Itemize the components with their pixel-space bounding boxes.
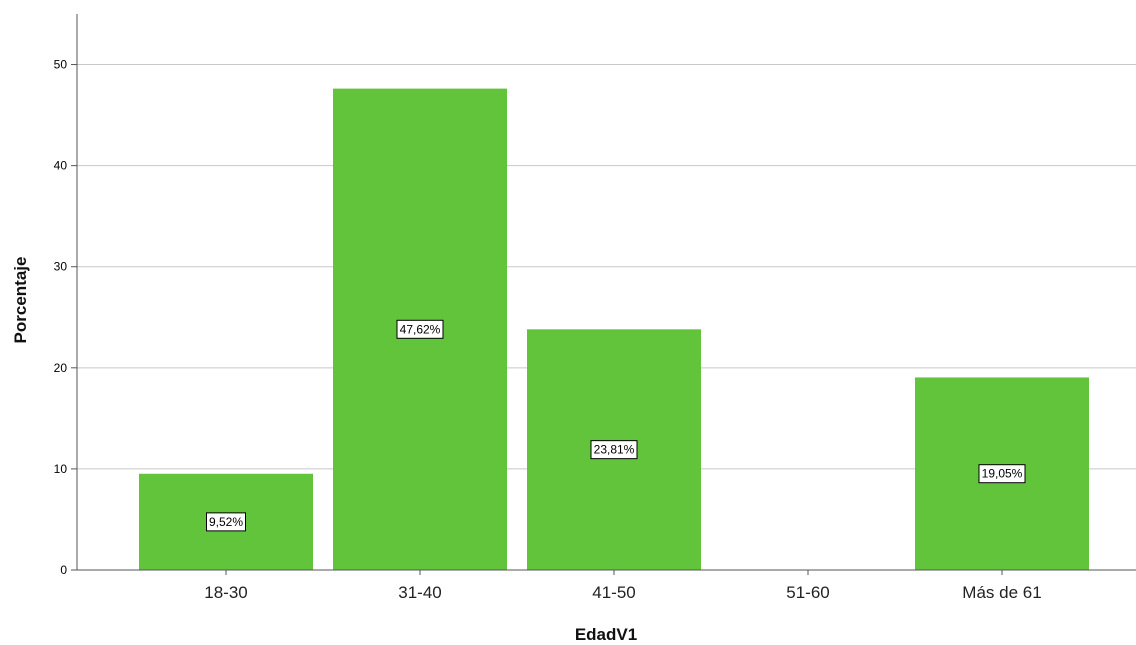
x-tick-label: 51-60 [786,583,829,602]
data-label-box [206,512,246,532]
y-axis-title: Porcentaje [11,257,30,344]
data-label-box [396,319,444,339]
x-tick-label: 18-30 [204,583,247,602]
x-tick-label: 31-40 [398,583,441,602]
data-label: 23,81% [594,443,635,457]
axes: 0 10 20 30 40 50 18-30 31-40 41-50 51-60 Más de 61 [54,14,1136,602]
y-tick-label: 40 [54,159,68,173]
x-tick-label: 41-50 [592,583,635,602]
data-label-box [978,464,1026,484]
data-label: 47,62% [400,322,441,336]
y-tick-label: 0 [60,563,67,577]
data-labels: 9,52% 47,62% 23,81% 19,05% [206,319,1026,532]
x-tick-label: Más de 61 [962,583,1041,602]
y-tick-label: 10 [54,462,68,476]
y-tick-label: 20 [54,361,68,375]
x-axis-title: EdadV1 [575,625,637,644]
y-tick-label: 30 [54,260,68,274]
data-label: 9,52% [209,515,243,529]
bars [139,88,1089,570]
data-label: 19,05% [982,467,1023,481]
data-label-box [590,440,638,460]
y-tick-label: 50 [54,58,68,72]
